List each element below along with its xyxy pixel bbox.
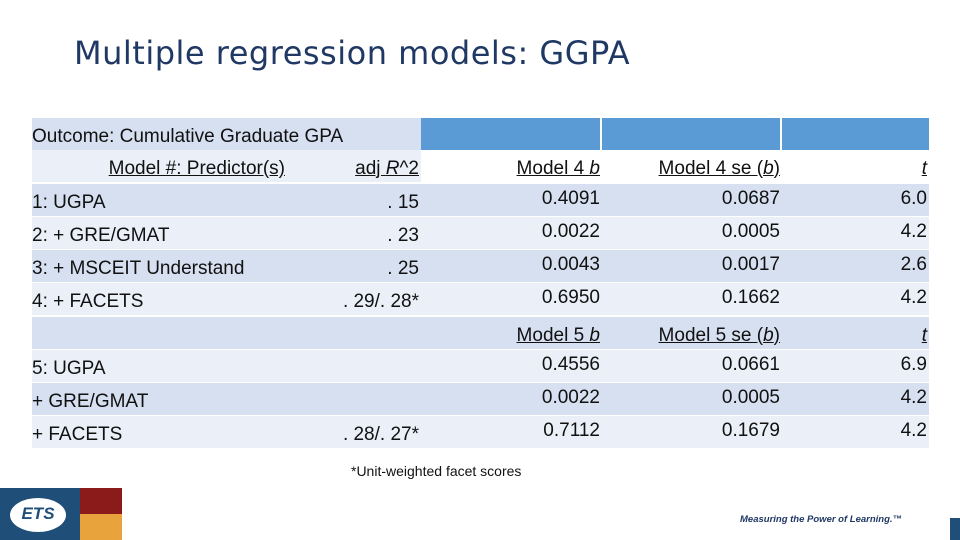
logo-orange-block bbox=[80, 514, 122, 540]
predictor-cell: 1: UGPA bbox=[32, 184, 287, 216]
column-header-row: Model 5 b Model 5 se (b) t bbox=[32, 317, 929, 349]
adj-r2-cell: . 28/. 27* bbox=[287, 416, 421, 448]
se-cell: 0.0687 bbox=[602, 184, 782, 216]
predictor-cell: + GRE/GMAT bbox=[32, 383, 287, 415]
column-header-row: Model #: Predictor(s) adj R^2 Model 4 b … bbox=[32, 150, 929, 182]
b-cell: 0.0043 bbox=[421, 250, 602, 282]
table-row: 3: + MSCEIT Understand . 25 0.0043 0.001… bbox=[32, 250, 929, 282]
ets-logo: ETS bbox=[0, 488, 122, 540]
se-cell: 0.0661 bbox=[602, 350, 782, 382]
model4-t-header: t bbox=[921, 158, 927, 179]
empty-cell bbox=[287, 317, 421, 349]
logo-text: ETS bbox=[21, 504, 55, 523]
header-band-cell bbox=[602, 118, 782, 150]
b-cell: 0.4556 bbox=[421, 350, 602, 382]
t-cell: 6.0 bbox=[782, 184, 929, 216]
model5-t-header: t bbox=[782, 317, 929, 349]
adj-r2-cell: . 25 bbox=[287, 250, 421, 282]
model5-se-suffix: ) bbox=[773, 325, 780, 346]
t-cell: 4.2 bbox=[782, 383, 929, 415]
predictor-cell: 2: + GRE/GMAT bbox=[32, 217, 287, 249]
model5-b-symbol: b bbox=[589, 325, 600, 346]
model5-b-prefix: Model 5 bbox=[516, 325, 590, 346]
b-cell: 0.4091 bbox=[421, 184, 602, 216]
se-cell: 0.0005 bbox=[602, 217, 782, 249]
tagline: Measuring the Power of Learning.™ bbox=[740, 514, 903, 525]
model4-b-header: Model 4 b bbox=[421, 150, 602, 182]
t-cell: 4.2 bbox=[782, 283, 929, 315]
logo-oval bbox=[10, 498, 66, 532]
adj-r2-cell: . 29/. 28* bbox=[287, 283, 421, 315]
outcome-label: Outcome: Cumulative Graduate GPA bbox=[32, 118, 421, 150]
t-cell: 4.2 bbox=[782, 416, 929, 448]
adj-r2-cell: . 15 bbox=[287, 184, 421, 216]
table-row: 2: + GRE/GMAT . 23 0.0022 0.0005 4.2 bbox=[32, 217, 929, 249]
table-row: 1: UGPA . 15 0.4091 0.0687 6.0 bbox=[32, 184, 929, 216]
corner-accent bbox=[950, 518, 960, 540]
model5-se-symbol: b bbox=[763, 325, 774, 346]
adj-r2-header: adj R^2 bbox=[287, 150, 421, 182]
empty-cell bbox=[32, 317, 287, 349]
se-cell: 0.1662 bbox=[602, 283, 782, 315]
b-cell: 0.0022 bbox=[421, 383, 602, 415]
predictor-cell: 5: UGPA bbox=[32, 350, 287, 382]
table-header-row: Outcome: Cumulative Graduate GPA bbox=[32, 118, 929, 150]
se-cell: 0.1679 bbox=[602, 416, 782, 448]
model4-se-prefix: Model 4 se ( bbox=[658, 158, 764, 179]
b-cell: 0.6950 bbox=[421, 283, 602, 315]
table-row: 4: + FACETS . 29/. 28* 0.6950 0.1662 4.2 bbox=[32, 283, 929, 315]
model5-se-header: Model 5 se (b) bbox=[602, 317, 782, 349]
model4-se-suffix: ) bbox=[773, 158, 780, 179]
adj-r2-cell: . 23 bbox=[287, 217, 421, 249]
table-row: + FACETS . 28/. 27* 0.7112 0.1679 4.2 bbox=[32, 416, 929, 448]
header-band-cell bbox=[782, 118, 929, 150]
b-cell: 0.0022 bbox=[421, 217, 602, 249]
logo-red-block bbox=[80, 488, 122, 514]
adj-r2-suffix: ^2 bbox=[399, 158, 419, 179]
model4-se-header: Model 4 se (b) bbox=[602, 150, 782, 182]
model5-se-prefix: Model 5 se ( bbox=[658, 325, 764, 346]
t-cell: 6.9 bbox=[782, 350, 929, 382]
model4-b-prefix: Model 4 bbox=[516, 158, 590, 179]
model-predictor-header: Model #: Predictor(s) bbox=[32, 150, 287, 182]
table-row: + GRE/GMAT 0.0022 0.0005 4.2 bbox=[32, 383, 929, 415]
model5-b-header: Model 5 b bbox=[421, 317, 602, 349]
adj-r2-cell bbox=[287, 383, 421, 415]
b-cell: 0.7112 bbox=[421, 416, 602, 448]
se-cell: 0.0005 bbox=[602, 383, 782, 415]
predictor-cell: 4: + FACETS bbox=[32, 283, 287, 315]
model4-se-symbol: b bbox=[763, 158, 774, 179]
se-cell: 0.0017 bbox=[602, 250, 782, 282]
table-row: 5: UGPA 0.4556 0.0661 6.9 bbox=[32, 350, 929, 382]
predictor-cell: 3: + MSCEIT Understand bbox=[32, 250, 287, 282]
adj-r2-symbol: R bbox=[385, 158, 400, 179]
adj-r2-cell bbox=[287, 350, 421, 382]
predictor-cell: + FACETS bbox=[32, 416, 287, 448]
header-band-cell bbox=[421, 118, 602, 150]
slide-title: Multiple regression models: GGPA bbox=[74, 34, 631, 72]
adj-r2-prefix: adj bbox=[355, 158, 386, 179]
footnote: *Unit-weighted facet scores bbox=[351, 463, 522, 479]
model4-b-symbol: b bbox=[589, 158, 600, 179]
t-cell: 4.2 bbox=[782, 217, 929, 249]
t-cell: 2.6 bbox=[782, 250, 929, 282]
